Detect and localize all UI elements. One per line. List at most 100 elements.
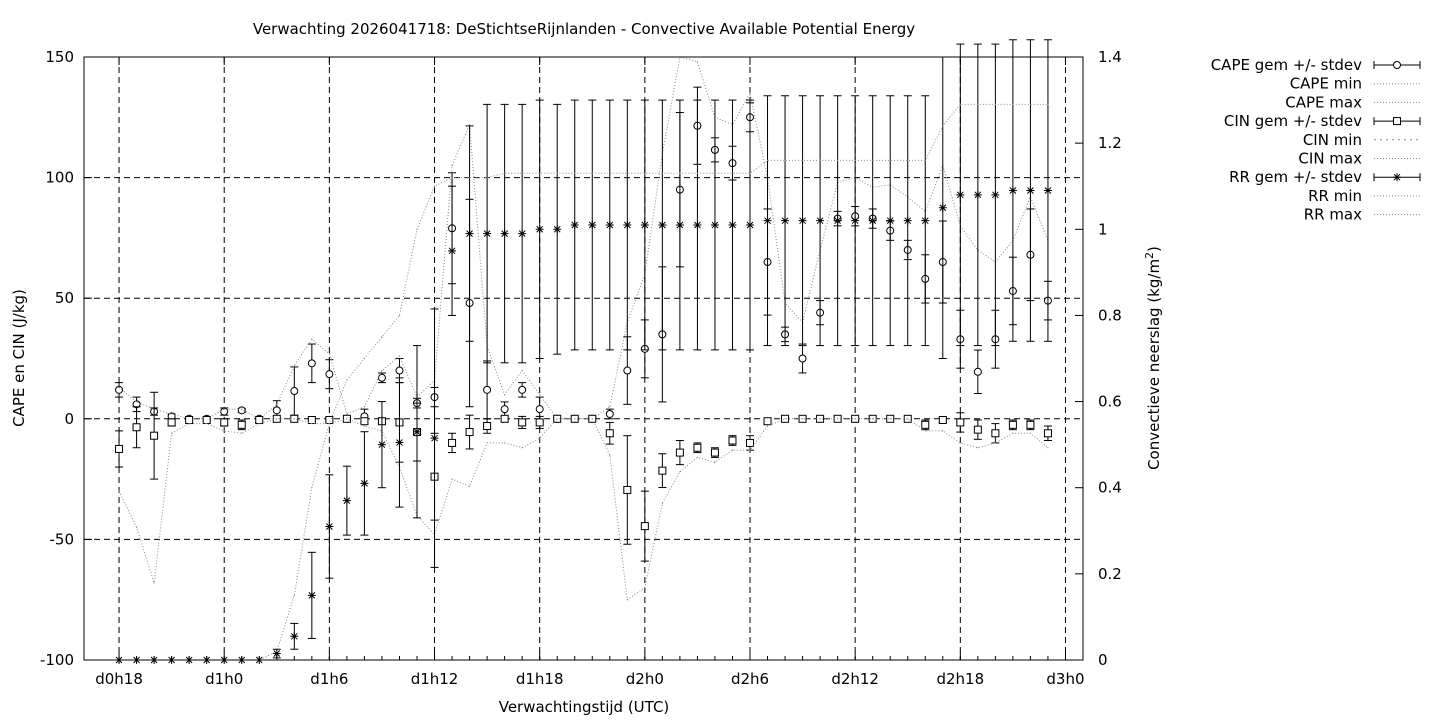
x-tick-label: d2h0 <box>626 670 664 688</box>
data-point <box>272 649 281 658</box>
data-point <box>500 405 509 414</box>
data-point <box>693 220 702 229</box>
data-point <box>746 220 754 229</box>
extreme-point <box>398 314 401 317</box>
legend-marker <box>1393 173 1401 182</box>
data-point <box>1043 186 1052 195</box>
extreme-point <box>679 471 681 473</box>
data-point <box>588 220 597 229</box>
extreme-point <box>609 172 611 174</box>
data-point <box>973 425 982 434</box>
series-cape-max <box>118 56 1049 420</box>
data-point <box>640 220 649 229</box>
extreme-point <box>801 418 804 420</box>
plot-frame <box>83 56 1084 661</box>
legend-marker <box>1393 117 1401 126</box>
axes: -100 -50 0 50 100 150 0 0.2 0.4 0.6 0.8 1 1.2 1.4 d0h1… <box>40 48 1122 688</box>
data-point <box>973 190 982 199</box>
data-point <box>237 420 246 429</box>
extreme-point <box>153 582 155 584</box>
data-point <box>185 416 194 425</box>
data-point <box>465 428 474 437</box>
extreme-point <box>784 159 786 161</box>
series-rr-max <box>118 103 1049 661</box>
extreme-point <box>714 461 716 463</box>
data-point <box>921 420 930 429</box>
data-point <box>395 366 404 375</box>
legend-label: CAPE gem +/- stdev <box>1211 56 1362 74</box>
y2-tick-label: 1.4 <box>1098 48 1122 66</box>
data-point <box>605 220 614 229</box>
extreme-point <box>661 502 663 504</box>
extreme-line <box>118 56 1049 420</box>
data-point <box>237 406 246 415</box>
data-point <box>115 444 124 453</box>
extreme-point <box>994 442 996 444</box>
extreme-point <box>907 159 909 161</box>
data-point <box>342 496 351 505</box>
data-point <box>132 423 141 432</box>
extreme-point <box>889 418 891 420</box>
y2-axis-label-end: ) <box>1145 246 1163 252</box>
extreme-point <box>907 418 909 420</box>
data-point <box>728 436 737 445</box>
data-point <box>605 409 614 418</box>
x-tick-label: d2h6 <box>731 670 769 688</box>
data-point <box>1043 429 1052 438</box>
extreme-point <box>188 423 190 425</box>
data-point <box>518 418 527 427</box>
series-cin-gem-stdev <box>115 382 1052 562</box>
x-tick-label: d1h12 <box>411 670 459 688</box>
extreme-point <box>959 103 961 105</box>
data-point <box>535 405 544 414</box>
legend-label: CIN gem +/- stdev <box>1224 112 1362 130</box>
data-point <box>798 216 807 225</box>
extreme-point <box>539 437 541 439</box>
data-point <box>781 216 790 225</box>
data-point <box>710 220 719 229</box>
y2-tick-label: 0 <box>1098 651 1108 669</box>
data-point <box>605 429 614 438</box>
y2-tick-label: 0.8 <box>1098 306 1122 324</box>
data-point <box>938 416 947 425</box>
data-point <box>1026 186 1035 195</box>
x-tick-label: d0h18 <box>95 670 143 688</box>
y-tick-label: 50 <box>55 289 74 307</box>
extreme-point <box>346 413 348 415</box>
extreme-point <box>977 447 979 449</box>
data-point <box>395 438 404 447</box>
data-point <box>377 440 386 449</box>
data-point <box>868 216 877 225</box>
extreme-point <box>731 449 734 451</box>
extreme-point <box>1047 447 1049 449</box>
series-cape-gem-stdev <box>115 86 1052 425</box>
data-point <box>167 418 176 427</box>
extreme-point <box>942 430 944 432</box>
extreme-point <box>293 365 295 367</box>
data-point <box>518 229 527 238</box>
series-layer <box>115 39 1052 664</box>
extreme-point <box>784 418 786 420</box>
x-tick-label: d1h18 <box>516 670 564 688</box>
series-cin-min <box>118 418 1049 601</box>
y2-tick-label: 1.2 <box>1098 134 1122 152</box>
extreme-point <box>749 92 751 94</box>
extreme-point <box>1047 103 1049 105</box>
data-point <box>535 225 544 234</box>
x-tick-label: d2h18 <box>936 670 984 688</box>
extreme-point <box>959 442 961 444</box>
data-point <box>623 366 632 375</box>
x-axis-label: Verwachtingstijd (UTC) <box>499 698 670 716</box>
data-point <box>816 216 825 225</box>
chart-title: Verwachting 2026041718: DeStichtseRijnla… <box>253 20 915 38</box>
extreme-line <box>118 418 1049 601</box>
y2-tick-label: 0.6 <box>1098 393 1122 411</box>
data-point <box>570 220 579 229</box>
data-point <box>220 418 229 427</box>
x-tick-label: d1h6 <box>310 670 348 688</box>
data-point <box>272 406 281 415</box>
data-point <box>360 417 369 426</box>
data-point <box>413 427 421 436</box>
y-tick-label: 0 <box>64 410 74 428</box>
